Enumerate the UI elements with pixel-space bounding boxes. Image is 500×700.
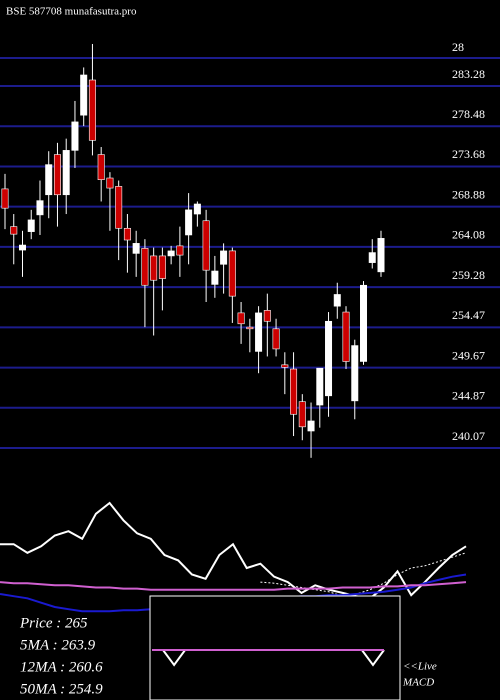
y-tick-label: 273.68 [452,147,485,161]
macd-label: MACD [402,677,434,689]
candle-body [36,200,44,216]
candle-body [80,74,88,116]
chart-title: BSE 587708 munafasutra.pro [6,6,137,18]
candle-body [360,284,368,362]
y-tick-label: 249.67 [452,348,485,362]
y-tick-label: 264.08 [452,228,485,242]
info-line: 5MA : 263.9 [20,637,96,653]
candle-body [123,227,131,241]
candle-body [167,250,175,257]
candle-body [351,345,359,402]
candle-body [202,220,210,271]
y-tick-label: 254.47 [452,308,485,322]
candle-body [246,326,254,330]
candle-body [132,243,140,254]
candle-body [290,368,298,415]
candle-body [97,154,105,180]
candle-body [185,209,193,236]
candle-body [263,310,271,322]
candle-body [237,312,245,325]
candle-body [88,79,96,141]
candle-body [45,164,53,196]
info-line: Price : 265 [19,615,88,631]
y-tick-label: 268.88 [452,187,485,201]
candle-body [272,328,280,350]
candle-body [150,255,158,281]
y-tick-label: 240.07 [452,429,485,443]
candle-body [342,311,350,362]
candle-body [333,294,341,307]
y-tick-label: 278.48 [452,107,485,121]
candle-body [115,186,123,229]
candle-body [307,420,315,432]
candle-body [10,226,18,235]
y-tick-label: 259.28 [452,268,485,282]
candle-body [27,219,35,232]
macd-label: <<Live [403,661,437,673]
info-line: 50MA : 254.9 [20,681,103,697]
candle-body [141,248,149,286]
candle-body [106,177,114,189]
candle-body [158,255,166,279]
indicator-line [0,501,467,600]
candle-body [228,250,236,297]
candle-body [176,245,184,256]
candle-body [62,150,70,196]
candle-body [316,367,324,406]
candle-body [255,312,263,352]
y-tick-label: 244.87 [452,389,485,403]
candle-body [53,154,61,196]
indicator-line [260,552,467,597]
indicator-line [0,581,467,591]
axis-annotation: 28 [452,40,464,54]
candle-body [377,238,385,273]
candle-body [211,270,219,285]
y-tick-label: 283.28 [452,67,485,81]
candle-body [18,244,26,251]
candle-body [193,203,201,215]
info-line: 12MA : 260.6 [20,659,103,675]
candle-body [220,250,228,265]
candle-body [298,401,306,428]
candle-body [325,320,333,397]
candle-body [368,252,376,263]
macd-box [149,595,401,700]
candle-body [281,364,289,368]
candle-body [71,121,79,151]
candle-body [1,188,9,209]
